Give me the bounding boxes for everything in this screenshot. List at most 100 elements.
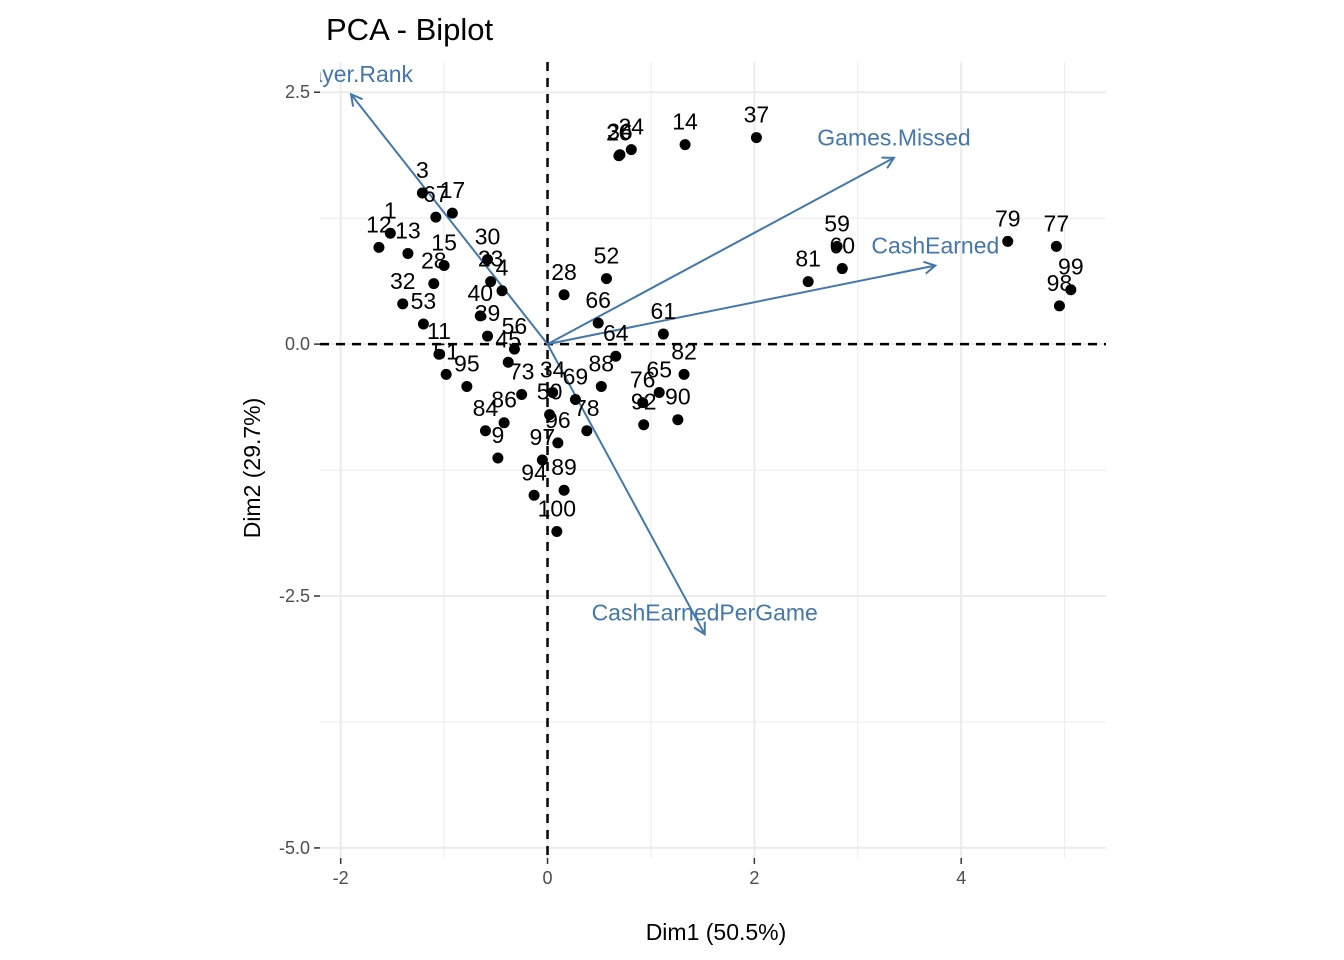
individual-label: 4: [496, 255, 509, 281]
individual-points: [373, 132, 1077, 538]
individual-label: 12: [366, 211, 392, 237]
individual-point: [440, 368, 452, 380]
x-tick-label: 4: [956, 868, 966, 888]
individual-point: [592, 317, 604, 329]
y-tick-label: -5.0: [279, 838, 310, 858]
individual-point: [600, 273, 612, 285]
variable-arrow: [351, 94, 549, 345]
individual-point: [373, 241, 385, 253]
x-axis-title: Dim1 (50.5%): [646, 919, 787, 945]
reference-lines: [320, 62, 1106, 858]
individual-point: [614, 149, 626, 161]
individual-point: [836, 263, 848, 275]
individual-label: 40: [468, 280, 494, 306]
individual-label: 51: [433, 338, 459, 364]
individual-point: [485, 276, 497, 288]
individual-point: [653, 386, 665, 398]
individual-label: 32: [390, 268, 416, 294]
y-tick-label: 2.5: [285, 82, 310, 102]
individual-label: 50: [537, 379, 563, 405]
individual-point: [397, 298, 409, 310]
individual-label: 99: [1058, 254, 1084, 280]
individual-point: [672, 414, 684, 426]
individual-point: [1050, 240, 1062, 252]
plot-panel: [320, 62, 1106, 858]
y-axis-title: Dim2 (29.7%): [239, 398, 265, 539]
x-tick-label: 2: [749, 868, 759, 888]
individual-point: [428, 278, 440, 290]
individual-label: 9: [491, 422, 504, 448]
individual-point: [610, 350, 622, 362]
individual-label: 78: [574, 395, 600, 421]
individual-point: [502, 356, 514, 368]
individual-label: 98: [1047, 270, 1073, 296]
individual-label: 52: [594, 243, 620, 269]
individual-point: [417, 318, 429, 330]
individual-label: 14: [672, 109, 698, 135]
individual-point: [416, 187, 428, 199]
individual-point: [551, 526, 563, 538]
individual-point: [581, 425, 593, 437]
individual-label: 23: [478, 246, 504, 272]
x-tick-label: -2: [333, 868, 349, 888]
individual-point: [402, 247, 414, 259]
individual-label: 61: [651, 298, 677, 324]
individual-label: 17: [440, 177, 466, 203]
chart-title: PCA - Biplot: [326, 12, 494, 47]
individual-point: [547, 386, 559, 398]
individual-point: [492, 452, 504, 464]
individual-point: [679, 139, 691, 151]
individual-point: [558, 484, 570, 496]
individual-label: 56: [502, 313, 528, 339]
individual-label: 69: [563, 364, 589, 390]
individual-point: [461, 380, 473, 392]
individual-point: [438, 260, 450, 272]
variable-label: CashEarnedPerGame: [592, 599, 818, 625]
variable-arrow: [547, 266, 936, 346]
individual-label: 88: [589, 350, 615, 376]
individual-label: 92: [631, 389, 657, 415]
individual-point: [595, 380, 607, 392]
x-tick-label: 0: [543, 868, 553, 888]
individual-label: 53: [411, 288, 437, 314]
individual-point: [544, 409, 556, 421]
individual-label: 28: [421, 248, 447, 274]
individual-label: 45: [495, 326, 521, 352]
individual-point: [516, 389, 528, 401]
y-tick-label: 0.0: [285, 334, 310, 354]
individual-label: 11: [427, 318, 451, 344]
individual-label: 79: [995, 205, 1021, 231]
individual-label: 90: [665, 384, 691, 410]
individual-label: 86: [491, 387, 517, 413]
individual-label: 15: [431, 230, 457, 256]
individual-label: 60: [829, 233, 855, 259]
variable-label: Player.Rank: [289, 61, 414, 87]
individual-point: [482, 253, 494, 265]
individual-point: [479, 425, 491, 437]
individual-point: [446, 207, 458, 219]
variable-arrows: Player.Rank Games.Missed CashEarned CashEar…: [289, 61, 999, 634]
individual-point: [433, 348, 445, 360]
individual-label: 96: [545, 407, 571, 433]
individual-point: [657, 328, 669, 340]
individual-label: 39: [475, 300, 501, 326]
individual-point: [569, 394, 581, 406]
individual-point: [831, 240, 843, 252]
individual-label: 13: [395, 217, 421, 243]
individual-label: 89: [551, 454, 577, 480]
individual-label: 77: [1044, 210, 1070, 236]
individual-label: 76: [630, 367, 656, 393]
individual-point: [802, 276, 814, 288]
individual-point: [430, 211, 442, 223]
individual-label: 59: [824, 210, 850, 236]
individual-point: [1002, 235, 1014, 247]
individual-point: [482, 330, 494, 342]
individual-point: [1053, 300, 1065, 312]
individual-label: 3: [416, 157, 429, 183]
individual-point: [638, 419, 650, 431]
individual-point: [536, 454, 548, 466]
individual-point: [474, 310, 486, 322]
individual-label: 100: [538, 496, 576, 522]
individual-point: [637, 397, 649, 409]
